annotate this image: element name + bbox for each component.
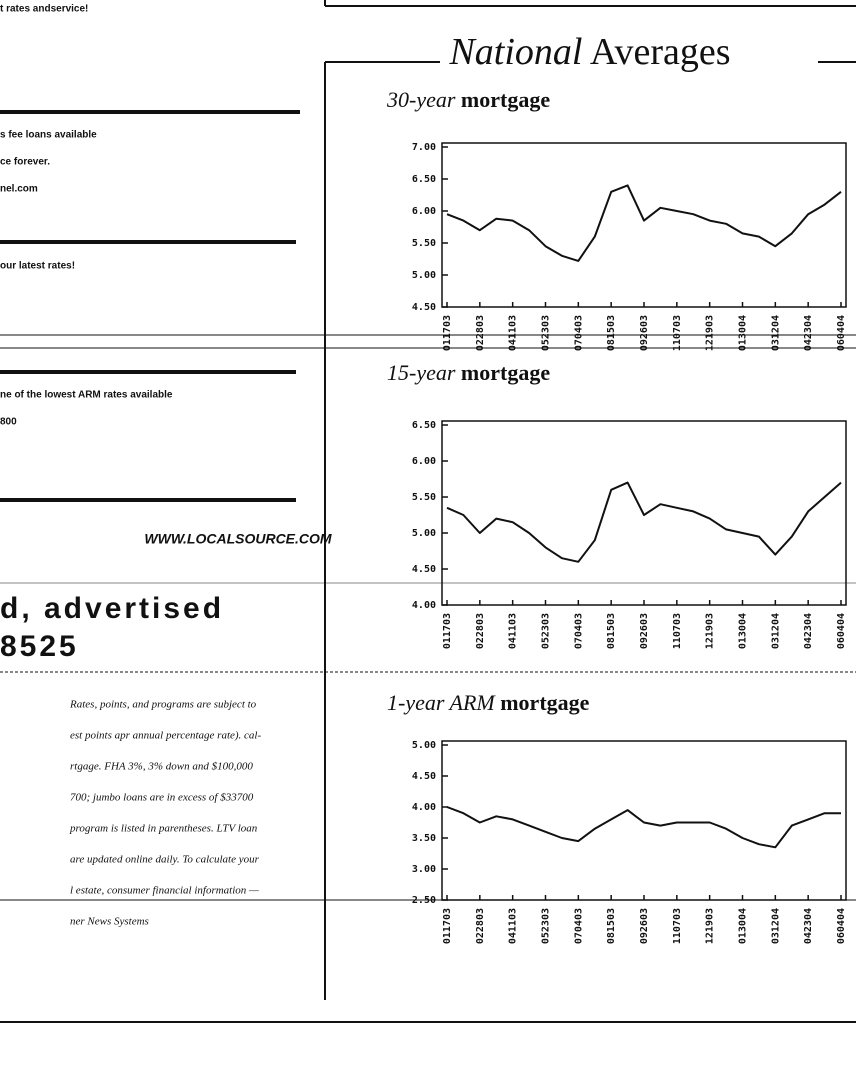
x-tick-label: 041103 bbox=[508, 315, 519, 351]
x-tick-label: 011703 bbox=[442, 315, 453, 351]
x-tick-label: 052303 bbox=[541, 315, 552, 351]
y-tick-label: 4.50 bbox=[412, 771, 436, 782]
x-tick-label: 011703 bbox=[442, 613, 453, 649]
paragraph-line: est points apr annual percentage rate). … bbox=[70, 730, 261, 742]
x-tick-label: 052303 bbox=[541, 908, 552, 944]
url: WWW.LOCALSOURCE.COM bbox=[144, 531, 331, 547]
x-tick-label: 081503 bbox=[606, 315, 617, 351]
x-tick-label: 070403 bbox=[573, 315, 584, 351]
x-tick-label: 041103 bbox=[508, 908, 519, 944]
plot-frame bbox=[441, 142, 847, 308]
chart-title-main: mortgage bbox=[500, 690, 589, 715]
x-tick-label: 042304 bbox=[803, 908, 814, 944]
paragraph-line: program is listed in parentheses. LTV lo… bbox=[69, 823, 258, 835]
x-tick-label: 031204 bbox=[770, 315, 781, 351]
chart-title-lead: 15-year bbox=[387, 360, 456, 385]
y-tick-label: 4.50 bbox=[412, 302, 436, 313]
paragraph-line: ner News Systems bbox=[70, 916, 149, 928]
paragraph: Rates, points, and programs are subject … bbox=[69, 699, 261, 928]
x-tick-label: 092603 bbox=[639, 613, 650, 649]
paragraph-line: Rates, points, and programs are subject … bbox=[69, 699, 257, 711]
chart-title: 1-year ARM mortgage bbox=[387, 690, 590, 715]
left-text: ne of the lowest ARM rates available bbox=[0, 390, 173, 401]
plot-frame bbox=[441, 740, 847, 901]
y-tick-label: 3.00 bbox=[412, 864, 436, 875]
x-tick-label: 121903 bbox=[705, 315, 716, 351]
left-text: 800 bbox=[0, 417, 17, 428]
y-tick-label: 2.50 bbox=[412, 895, 436, 906]
chart-title-main: mortgage bbox=[461, 360, 550, 385]
headline: d, advertised bbox=[0, 592, 224, 625]
x-tick-label: 121903 bbox=[705, 908, 716, 944]
x-tick-label: 060404 bbox=[836, 908, 847, 944]
x-tick-label: 022803 bbox=[475, 613, 486, 649]
x-tick-label: 092603 bbox=[639, 908, 650, 944]
x-tick-label: 081503 bbox=[606, 908, 617, 944]
left-text: s fee loans available bbox=[0, 130, 97, 141]
x-tick-label: 081503 bbox=[606, 613, 617, 649]
chart-title-main: mortgage bbox=[461, 87, 550, 112]
x-tick-label: 121903 bbox=[705, 613, 716, 649]
x-tick-label: 031204 bbox=[770, 613, 781, 649]
x-tick-label: 031204 bbox=[770, 908, 781, 944]
chart-title-lead: 30-year bbox=[386, 87, 456, 112]
paragraph-line: 700; jumbo loans are in excess of $33700 bbox=[70, 792, 254, 804]
rules bbox=[0, 0, 856, 1023]
y-tick-label: 5.00 bbox=[412, 528, 436, 539]
x-tick-label: 041103 bbox=[508, 613, 519, 649]
series-line bbox=[446, 481, 842, 563]
x-tick-label: 011703 bbox=[442, 908, 453, 944]
left-text: t rates andservice! bbox=[0, 4, 88, 15]
x-tick-label: 042304 bbox=[803, 613, 814, 649]
paragraph-line: l estate, consumer financial information… bbox=[70, 885, 259, 897]
heading: National Averages bbox=[448, 31, 730, 73]
left-text: nel.com bbox=[0, 184, 38, 195]
x-tick-label: 070403 bbox=[573, 613, 584, 649]
x-tick-label: 070403 bbox=[573, 908, 584, 944]
y-tick-label: 6.50 bbox=[412, 174, 436, 185]
heading-rest: Averages bbox=[590, 31, 731, 73]
y-tick-label: 5.00 bbox=[412, 740, 436, 751]
y-tick-label: 4.00 bbox=[412, 600, 436, 611]
y-tick-label: 5.50 bbox=[412, 492, 436, 503]
x-tick-label: 022803 bbox=[475, 908, 486, 944]
left-text: ce forever. bbox=[0, 157, 50, 168]
y-tick-label: 4.50 bbox=[412, 564, 436, 575]
x-tick-label: 022803 bbox=[475, 315, 486, 351]
chart-title-lead: 1-year ARM bbox=[387, 690, 496, 715]
y-tick-label: 5.00 bbox=[412, 270, 436, 281]
chart-title: 30-year mortgage bbox=[386, 87, 550, 112]
x-tick-label: 013004 bbox=[738, 315, 749, 351]
y-tick-label: 6.00 bbox=[412, 456, 436, 467]
series-line bbox=[446, 184, 842, 262]
paragraph-line: are updated online daily. To calculate y… bbox=[70, 854, 260, 866]
y-tick-label: 5.50 bbox=[412, 238, 436, 249]
heading-italic: National bbox=[448, 31, 582, 73]
x-tick-label: 042304 bbox=[803, 315, 814, 351]
x-tick-label: 013004 bbox=[738, 613, 749, 649]
x-tick-label: 110703 bbox=[672, 315, 683, 351]
headline: 8525 bbox=[0, 630, 79, 663]
x-tick-label: 060404 bbox=[836, 315, 847, 351]
x-tick-label: 110703 bbox=[672, 613, 683, 649]
x-tick-label: 052303 bbox=[541, 613, 552, 649]
series-line bbox=[446, 806, 841, 849]
y-tick-label: 6.00 bbox=[412, 206, 436, 217]
chart-title: 15-year mortgage bbox=[387, 360, 550, 385]
x-tick-label: 092603 bbox=[639, 315, 650, 351]
x-tick-label: 013004 bbox=[738, 908, 749, 944]
x-tick-label: 110703 bbox=[672, 908, 683, 944]
y-tick-label: 3.50 bbox=[412, 833, 436, 844]
x-tick-label: 060404 bbox=[836, 613, 847, 649]
y-tick-label: 6.50 bbox=[412, 420, 436, 431]
y-tick-label: 4.00 bbox=[412, 802, 436, 813]
left-text: our latest rates! bbox=[0, 261, 75, 272]
y-tick-label: 7.00 bbox=[412, 142, 436, 153]
paragraph-line: rtgage. FHA 3%, 3% down and $100,000 bbox=[70, 761, 253, 773]
